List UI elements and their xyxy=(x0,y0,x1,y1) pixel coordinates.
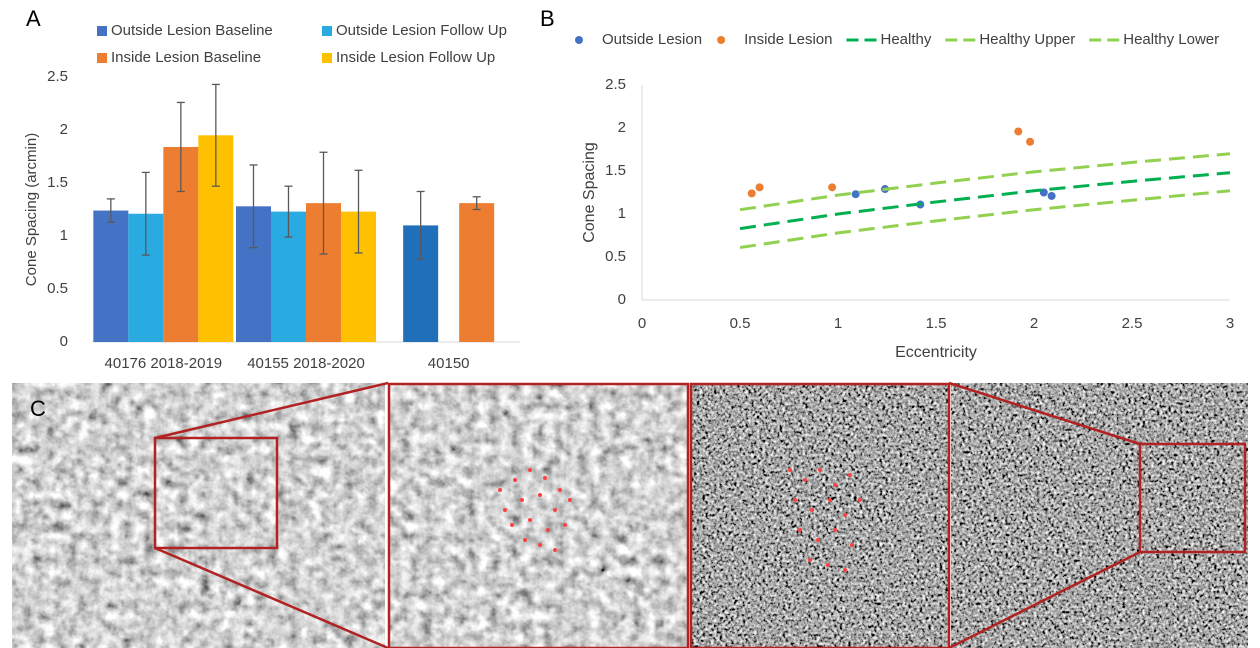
y-axis-title: Cone Spacing (arcmin) xyxy=(23,133,40,286)
image xyxy=(951,383,1248,648)
image xyxy=(12,383,385,648)
legend-swatch xyxy=(322,26,332,36)
panel-letter: A xyxy=(26,6,41,31)
point xyxy=(1048,192,1056,200)
x-tick-label: 40150 xyxy=(428,355,470,372)
image-panel xyxy=(12,383,1248,648)
figure: C A 0 0.5 1 1.5 2 2.5 Cone Spacing (arcmin) 40176… xyxy=(0,0,1260,648)
page: {"chart_data": [ {"type": "bar", "panel"… xyxy=(0,0,1260,648)
x-tick-label: 2 xyxy=(1030,315,1038,332)
point xyxy=(1026,138,1034,146)
bar xyxy=(459,203,494,342)
legend-swatch xyxy=(97,53,107,63)
y-tick-label: 0.5 xyxy=(47,280,68,297)
x-axis-title: Eccentricity xyxy=(895,344,977,361)
y-tick-label: 1.5 xyxy=(47,174,68,191)
y-tick-label: 1 xyxy=(60,227,68,244)
point xyxy=(852,190,860,198)
x-tick-label: 3 xyxy=(1226,315,1234,332)
x-tick-label: 1.5 xyxy=(926,315,947,332)
y-tick-label: 2.5 xyxy=(47,68,68,85)
legend-swatch xyxy=(322,53,332,63)
x-tick-label: 2.5 xyxy=(1122,315,1143,332)
bar xyxy=(93,211,128,342)
legend-label: Inside Lesion Follow Up xyxy=(336,49,495,66)
legend-swatch xyxy=(717,36,725,44)
image xyxy=(389,383,688,648)
y-tick-label: 1.5 xyxy=(605,162,626,179)
point xyxy=(756,183,764,191)
panel-letter: C xyxy=(30,396,46,421)
panel-letter: B xyxy=(540,6,555,31)
legend-label: Inside Lesion xyxy=(744,31,832,48)
y-tick-label: 0.5 xyxy=(605,248,626,265)
legend-label: Outside Lesion xyxy=(602,31,702,48)
legend-label: Healthy xyxy=(880,31,931,48)
x-tick-label: 1 xyxy=(834,315,842,332)
x-tick-label: 40155 2018-2020 xyxy=(247,355,365,372)
line xyxy=(740,154,1230,210)
line xyxy=(740,173,1230,229)
y-tick-label: 0 xyxy=(60,333,68,350)
legend-label: Healthy Upper xyxy=(979,31,1075,48)
y-tick-label: 0 xyxy=(618,291,626,308)
x-tick-label: 0 xyxy=(638,315,646,332)
legend-label: Inside Lesion Baseline xyxy=(111,49,261,66)
point xyxy=(1014,127,1022,135)
point xyxy=(748,189,756,197)
image xyxy=(692,383,948,648)
y-tick-label: 1 xyxy=(618,205,626,222)
y-tick-label: 2 xyxy=(618,119,626,136)
y-axis-title: Cone Spacing xyxy=(581,142,598,243)
legend-label: Outside Lesion Follow Up xyxy=(336,22,507,39)
legend-swatch xyxy=(97,26,107,36)
x-tick-label: 40176 2018-2019 xyxy=(105,355,223,372)
legend-label: Outside Lesion Baseline xyxy=(111,22,273,39)
legend-swatch xyxy=(575,36,583,44)
y-tick-label: 2.5 xyxy=(605,76,626,93)
legend-label: Healthy Lower xyxy=(1123,31,1219,48)
y-tick-label: 2 xyxy=(60,121,68,138)
x-tick-label: 0.5 xyxy=(730,315,751,332)
point xyxy=(828,183,836,191)
